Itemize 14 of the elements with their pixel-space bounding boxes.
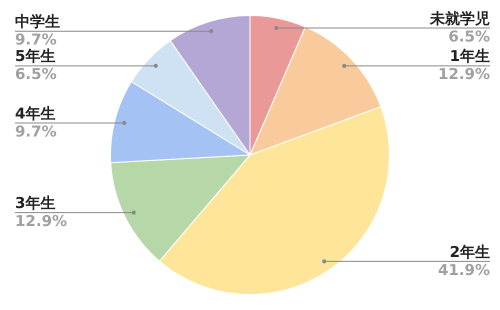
slice-label: 4年生 — [15, 104, 56, 122]
data-label: 9.7% — [15, 122, 57, 140]
slice-label: 3年生 — [15, 194, 56, 212]
data-label: 9.7% — [15, 30, 57, 49]
slice-label: 2年生 — [450, 242, 490, 261]
slice-label: 未就学児 — [429, 9, 490, 28]
data-label: 12.9% — [438, 65, 490, 84]
slice-label: 中学生 — [15, 12, 60, 31]
data-label: 12.9% — [15, 212, 68, 230]
slice-label: 1年生 — [450, 47, 490, 66]
data-label: 6.5% — [448, 27, 490, 46]
data-label: 6.5% — [15, 65, 57, 84]
slice-label: 5年生 — [15, 47, 56, 66]
data-label: 41.9% — [438, 260, 490, 279]
